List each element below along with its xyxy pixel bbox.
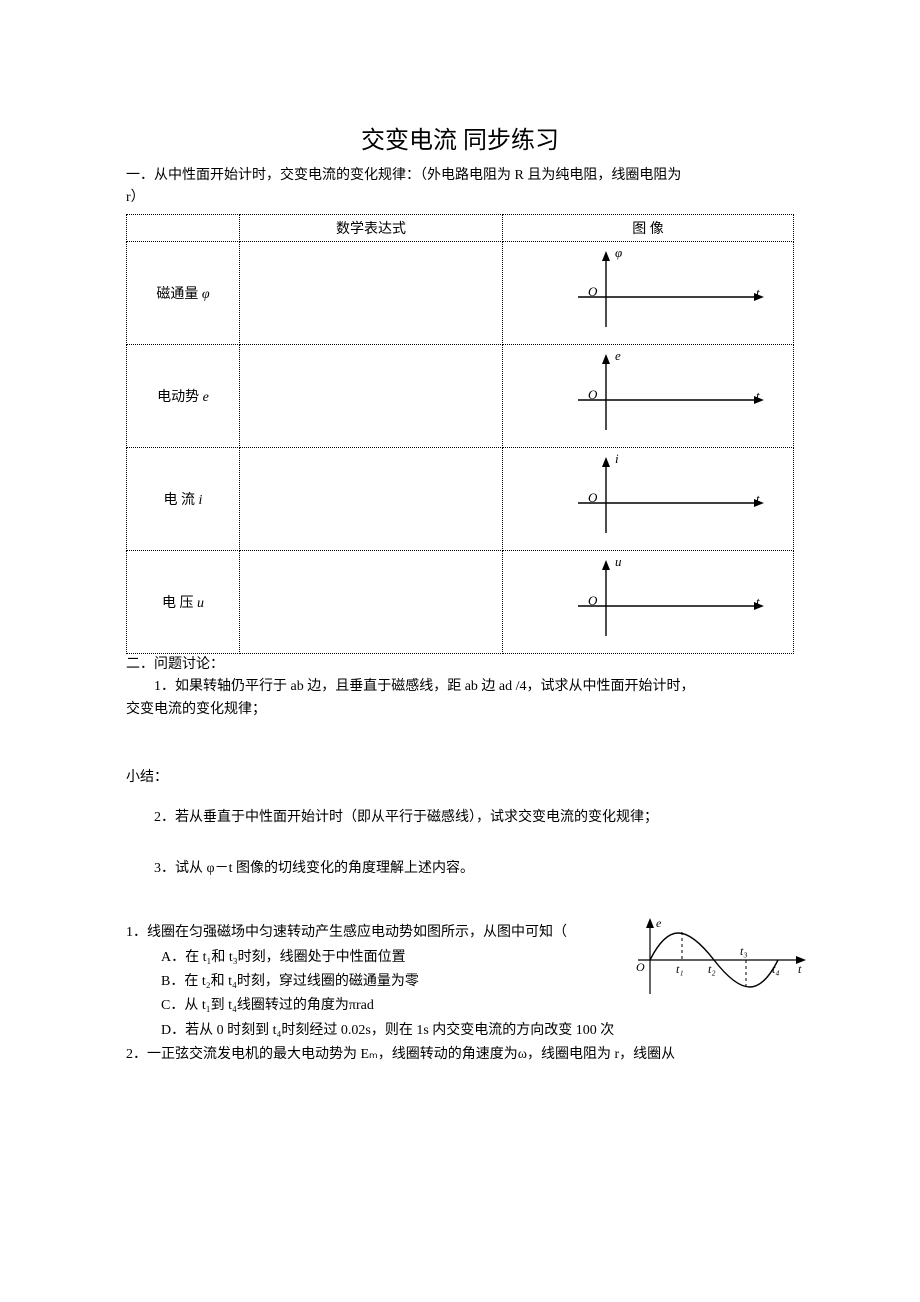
t-axis-label: t	[756, 285, 760, 301]
expr-cell	[240, 550, 503, 653]
graph-cell: O i t	[503, 447, 794, 550]
page-root: 交变电流 同步练习 一．从中性面开始计时，交变电流的变化规律：（外电路电阻为 R…	[0, 0, 920, 1106]
graph-cell: O u t	[503, 550, 794, 653]
gap	[126, 880, 794, 920]
fig-t3-label: t₃	[740, 944, 748, 959]
axes-svg	[518, 352, 778, 440]
discussion-head: 二．问题讨论：	[126, 654, 794, 676]
fig-t4-label: t₄	[772, 962, 780, 977]
expr-cell	[240, 344, 503, 447]
axes-svg	[518, 455, 778, 543]
discussion-q1-l2: 交变电流的变化规律；	[126, 699, 794, 721]
y-var-label: i	[615, 451, 619, 467]
table-row: 磁通量 φ O φ t	[127, 241, 794, 344]
origin-label: O	[588, 593, 597, 609]
q1-optD: D．若从 0 时刻到 t₄时刻经过 0.02s，则在 1s 内交变电流的方向改变…	[126, 1020, 794, 1042]
axis-box-flux: O φ t	[518, 249, 778, 337]
graph-cell: O φ t	[503, 241, 794, 344]
row-label-voltage: 电 压 u	[127, 550, 240, 653]
y-var-label: u	[615, 554, 622, 570]
t-axis-label: t	[756, 594, 760, 610]
fig-O-label: O	[636, 960, 645, 975]
y-var-label: e	[615, 348, 621, 364]
head-blank	[127, 214, 240, 241]
graph-cell: O e t	[503, 344, 794, 447]
row-label-flux: 磁通量 φ	[127, 241, 240, 344]
y-var-label: φ	[615, 245, 622, 261]
table-head-row: 数学表达式 图 像	[127, 214, 794, 241]
physics-table: 数学表达式 图 像 磁通量 φ O φ t	[126, 214, 794, 654]
axis-box-voltage: O u t	[518, 558, 778, 646]
t-axis-label: t	[756, 491, 760, 507]
head-expr: 数学表达式	[240, 214, 503, 241]
expr-cell	[240, 241, 503, 344]
discussion-q2: 2．若从垂直于中性面开始计时（即从平行于磁感线），试求交变电流的变化规律；	[126, 807, 794, 829]
intro-line-2: r）	[126, 187, 794, 209]
discussion-q1-l1: 1．如果转轴仍平行于 ab 边，且垂直于磁感线，距 ab 边 ad /4，试求从…	[126, 676, 794, 698]
axes-svg	[518, 558, 778, 646]
sine-figure: e O t t₁ t₂ t₃ t₄	[632, 916, 812, 1002]
expr-cell	[240, 447, 503, 550]
row-label-emf: 电动势 e	[127, 344, 240, 447]
fig-t-label: t	[798, 962, 801, 977]
row-label-current: 电 流 i	[127, 447, 240, 550]
axes-svg	[518, 249, 778, 337]
origin-label: O	[588, 490, 597, 506]
table-row: 电动势 e O e t	[127, 344, 794, 447]
discussion-q3: 3．试从 φ－t 图像的切线变化的角度理解上述内容。	[126, 858, 794, 880]
fig-t1-label: t₁	[676, 962, 684, 977]
gap	[126, 789, 794, 807]
gap	[126, 721, 794, 767]
fig-t2-label: t₂	[708, 962, 716, 977]
summary-label: 小结：	[126, 767, 794, 789]
page-title: 交变电流 同步练习	[126, 120, 794, 155]
gap	[126, 830, 794, 858]
table-row: 电 压 u O u t	[127, 550, 794, 653]
question-1-block: e O t t₁ t₂ t₃ t₄ 1．线圈在匀强磁场中匀速转动产生感应电动势如…	[126, 922, 794, 1042]
head-graph: 图 像	[503, 214, 794, 241]
axis-box-current: O i t	[518, 455, 778, 543]
intro-line-1: 一．从中性面开始计时，交变电流的变化规律：（外电路电阻为 R 且为纯电阻，线圈电…	[126, 165, 794, 187]
table-row: 电 流 i O i t	[127, 447, 794, 550]
fig-e-label: e	[656, 916, 661, 931]
origin-label: O	[588, 387, 597, 403]
origin-label: O	[588, 284, 597, 300]
t-axis-label: t	[756, 388, 760, 404]
axis-box-emf: O e t	[518, 352, 778, 440]
q2-stem: 2．一正弦交流发电机的最大电动势为 Eₘ，线圈转动的角速度为ω，线圈电阻为 r，…	[126, 1044, 794, 1066]
